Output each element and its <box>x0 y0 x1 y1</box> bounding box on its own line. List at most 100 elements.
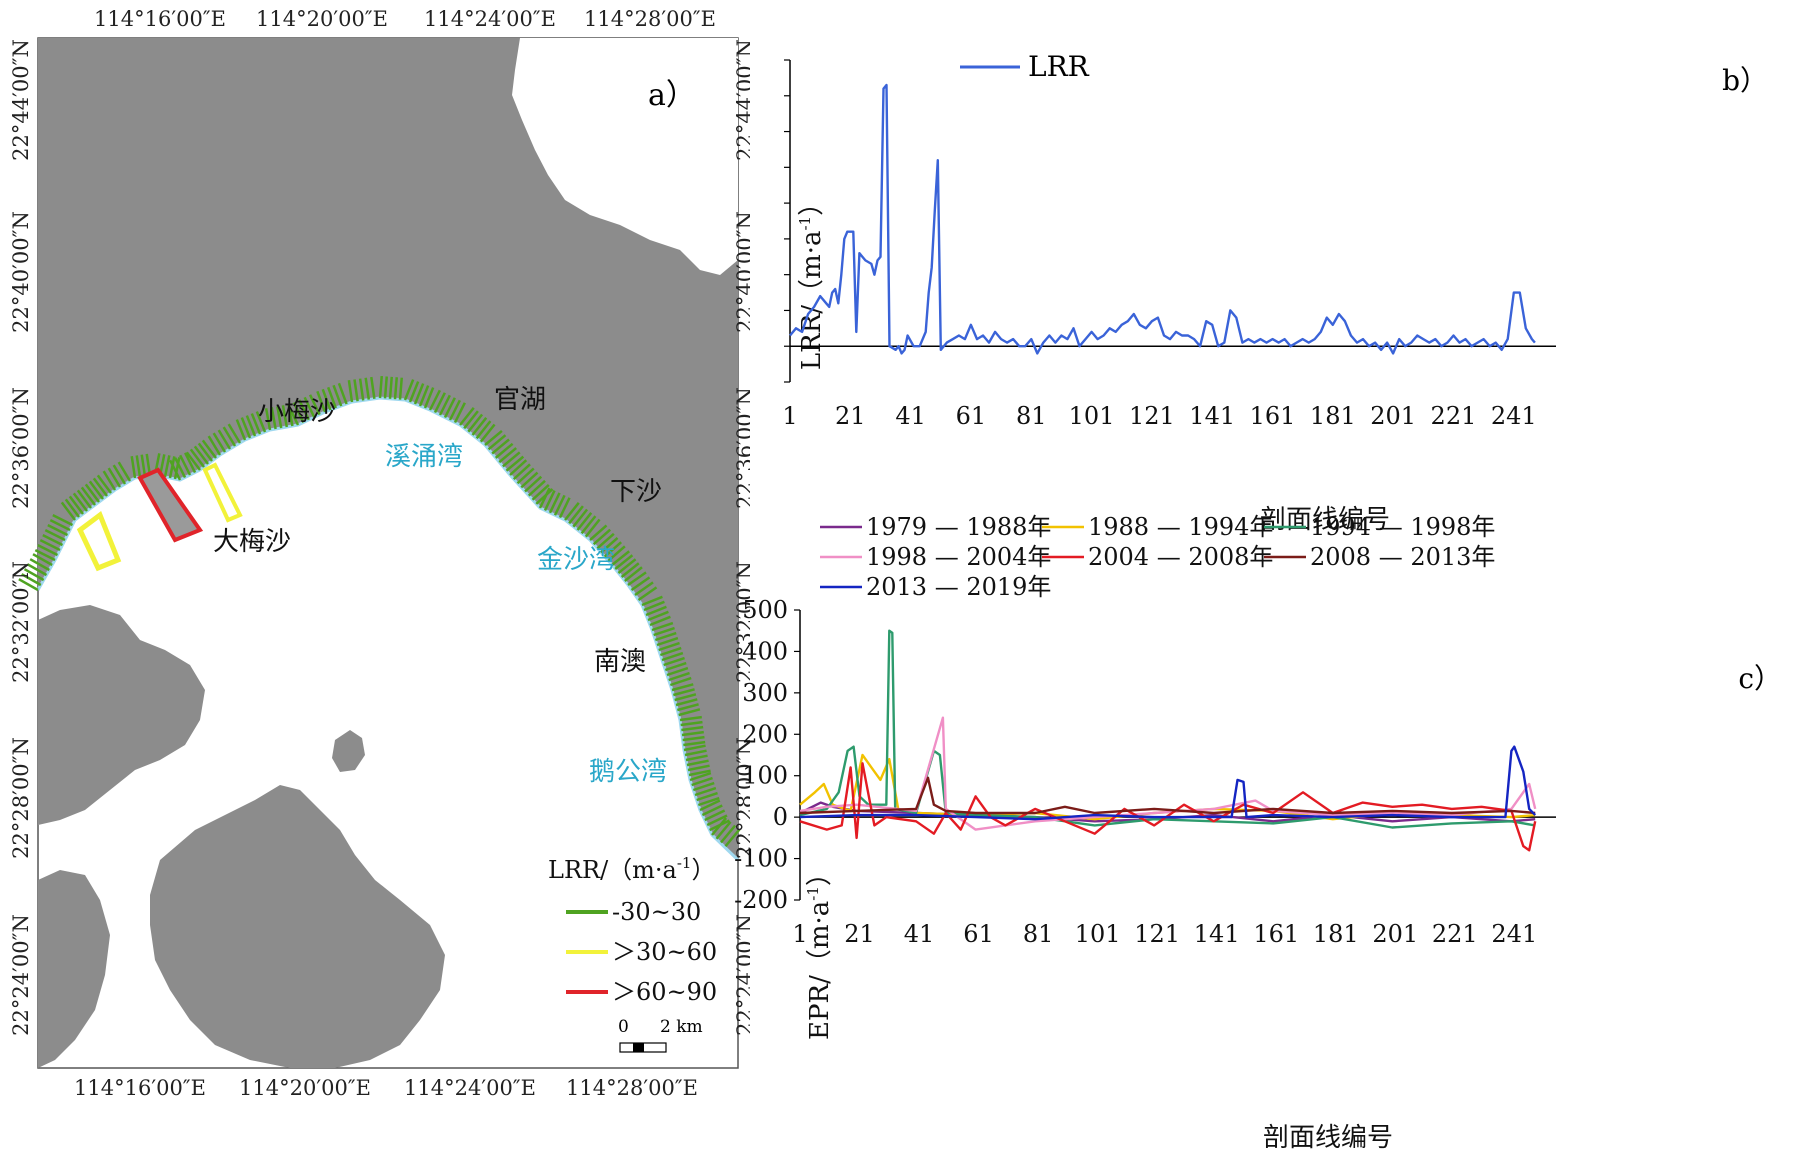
transect-line-19 <box>80 486 97 506</box>
x-tick-label-12: 241 <box>1491 920 1537 948</box>
transect-line-110 <box>527 479 546 497</box>
transect-line-5 <box>32 553 53 567</box>
transect-line-126 <box>596 532 615 550</box>
transect-line-143 <box>649 615 671 627</box>
transect-line-130 <box>611 550 630 566</box>
lat-label-left-1: 22°44′00″N <box>9 39 33 161</box>
west-yellow-zone <box>76 511 122 572</box>
transect-line-135 <box>627 571 647 587</box>
transect-line-102 <box>498 447 517 464</box>
transect-line-177 <box>694 786 717 797</box>
x-tick-label-7: 141 <box>1189 402 1235 430</box>
transect-line-2 <box>23 568 45 582</box>
transect-line-23 <box>96 474 113 494</box>
x-tick-label-5: 101 <box>1075 920 1121 948</box>
x-tick-label-5: 101 <box>1069 402 1115 430</box>
series-line-0 <box>789 83 1536 355</box>
y-tick-label-4: 200 <box>742 720 788 748</box>
transect-line-55 <box>255 411 267 433</box>
transect-line-116 <box>553 494 566 516</box>
transect-line-146 <box>654 631 677 642</box>
transect-line-15 <box>64 498 81 518</box>
lrr-legend-label: LRR <box>1028 50 1090 83</box>
transect-line-144 <box>651 621 674 632</box>
transect-line-151 <box>663 656 685 667</box>
transect-line-63 <box>298 399 310 421</box>
transect-line-145 <box>653 626 675 637</box>
transect-line-76 <box>378 375 384 399</box>
transect-line-104 <box>505 455 525 472</box>
transect-line-9 <box>42 534 64 547</box>
transect-line-59 <box>281 405 289 428</box>
transect-line-6 <box>34 549 56 562</box>
transect-line-21 <box>88 480 105 500</box>
transect-line-89 <box>443 397 456 419</box>
transect-line-85 <box>423 387 435 409</box>
transect-line-14 <box>60 501 77 521</box>
transect-line-156 <box>671 683 694 692</box>
y-tick-label-2: 0 <box>773 803 788 831</box>
transect-line-111 <box>531 484 550 501</box>
x-tick-label-1: 21 <box>835 402 866 430</box>
island-west <box>38 870 110 1068</box>
inner-bay <box>512 38 738 275</box>
scale-label-2km: 2 km <box>660 1017 703 1037</box>
transect-line-38 <box>174 457 187 479</box>
epr-legend-label-2: 1994 — 1998年 <box>1310 513 1495 541</box>
transect-line-12 <box>49 519 71 532</box>
lrr-chart-svg: b） LRR/（m·a-1） 剖面线编号 LRR -10010203040506… <box>739 46 1768 535</box>
transect-line-158 <box>674 693 697 702</box>
transect-line-54 <box>250 413 262 435</box>
transect-line-58 <box>276 406 283 429</box>
map-legend-title: LRR/（m·a-1） <box>548 854 715 884</box>
transect-line-67 <box>321 388 332 411</box>
transect-line-169 <box>684 749 707 757</box>
map-panel: 114°16′00″E 114°20′00″E 114°24′00″E 114°… <box>0 0 757 1158</box>
lat-label-left-2: 22°40′00″N <box>9 211 33 333</box>
epr-legend-label-0: 1979 — 1988年 <box>866 513 1051 541</box>
y-tick-label-7: 500 <box>742 596 788 624</box>
transect-line-95 <box>471 417 488 436</box>
transect-line-13 <box>52 514 74 527</box>
transect-line-163 <box>680 720 703 727</box>
lat-label-right-1: 22°44′00″N <box>733 39 750 161</box>
transect-line-175 <box>691 776 713 787</box>
panel-a-label: a） <box>648 78 696 113</box>
transect-line-64 <box>303 396 316 418</box>
mainland-north <box>38 38 738 860</box>
epr-x-axis-title: 剖面线编号 <box>1263 1123 1393 1153</box>
island-small <box>332 730 365 772</box>
transect-line-1 <box>21 573 42 587</box>
transect-line-93 <box>463 410 479 430</box>
transect-line-136 <box>630 576 651 592</box>
x-tick-label-9: 181 <box>1310 402 1356 430</box>
panel-c-label: c） <box>1738 662 1782 695</box>
transect-line-43 <box>193 445 210 465</box>
legend-label-red: ＞60~90 <box>612 978 717 1006</box>
y-tick-label-1: -100 <box>734 845 788 873</box>
lon-label-bottom-4: 114°28′00″E <box>566 1076 698 1100</box>
island-southwest <box>38 605 205 825</box>
transect-line-178 <box>696 791 718 802</box>
transect-line-10 <box>44 529 66 542</box>
x-tick-label-6: 121 <box>1129 402 1175 430</box>
x-tick-label-7: 141 <box>1194 920 1240 948</box>
transect-line-82 <box>408 381 420 403</box>
transect-line-182 <box>704 809 726 822</box>
x-tick-label-3: 61 <box>963 920 994 948</box>
transect-line-137 <box>634 581 654 597</box>
lat-label-right-6: 22°24′00″N <box>733 914 750 1036</box>
transect-line-81 <box>403 379 415 401</box>
transect-line-188 <box>724 828 741 848</box>
transect-line-124 <box>589 524 608 541</box>
transect-line-26 <box>112 464 127 485</box>
transect-line-148 <box>658 641 680 652</box>
scale-label-0: 0 <box>618 1017 629 1037</box>
transect-line-99 <box>487 434 507 451</box>
transect-line-88 <box>438 394 451 416</box>
transect-line-180 <box>699 799 721 812</box>
transect-line-155 <box>669 676 692 687</box>
epr-legend-label-3: 1998 — 2004年 <box>866 543 1051 571</box>
transect-line-7 <box>37 544 59 557</box>
epr-legend-label-4: 2004 — 2008年 <box>1088 543 1273 571</box>
